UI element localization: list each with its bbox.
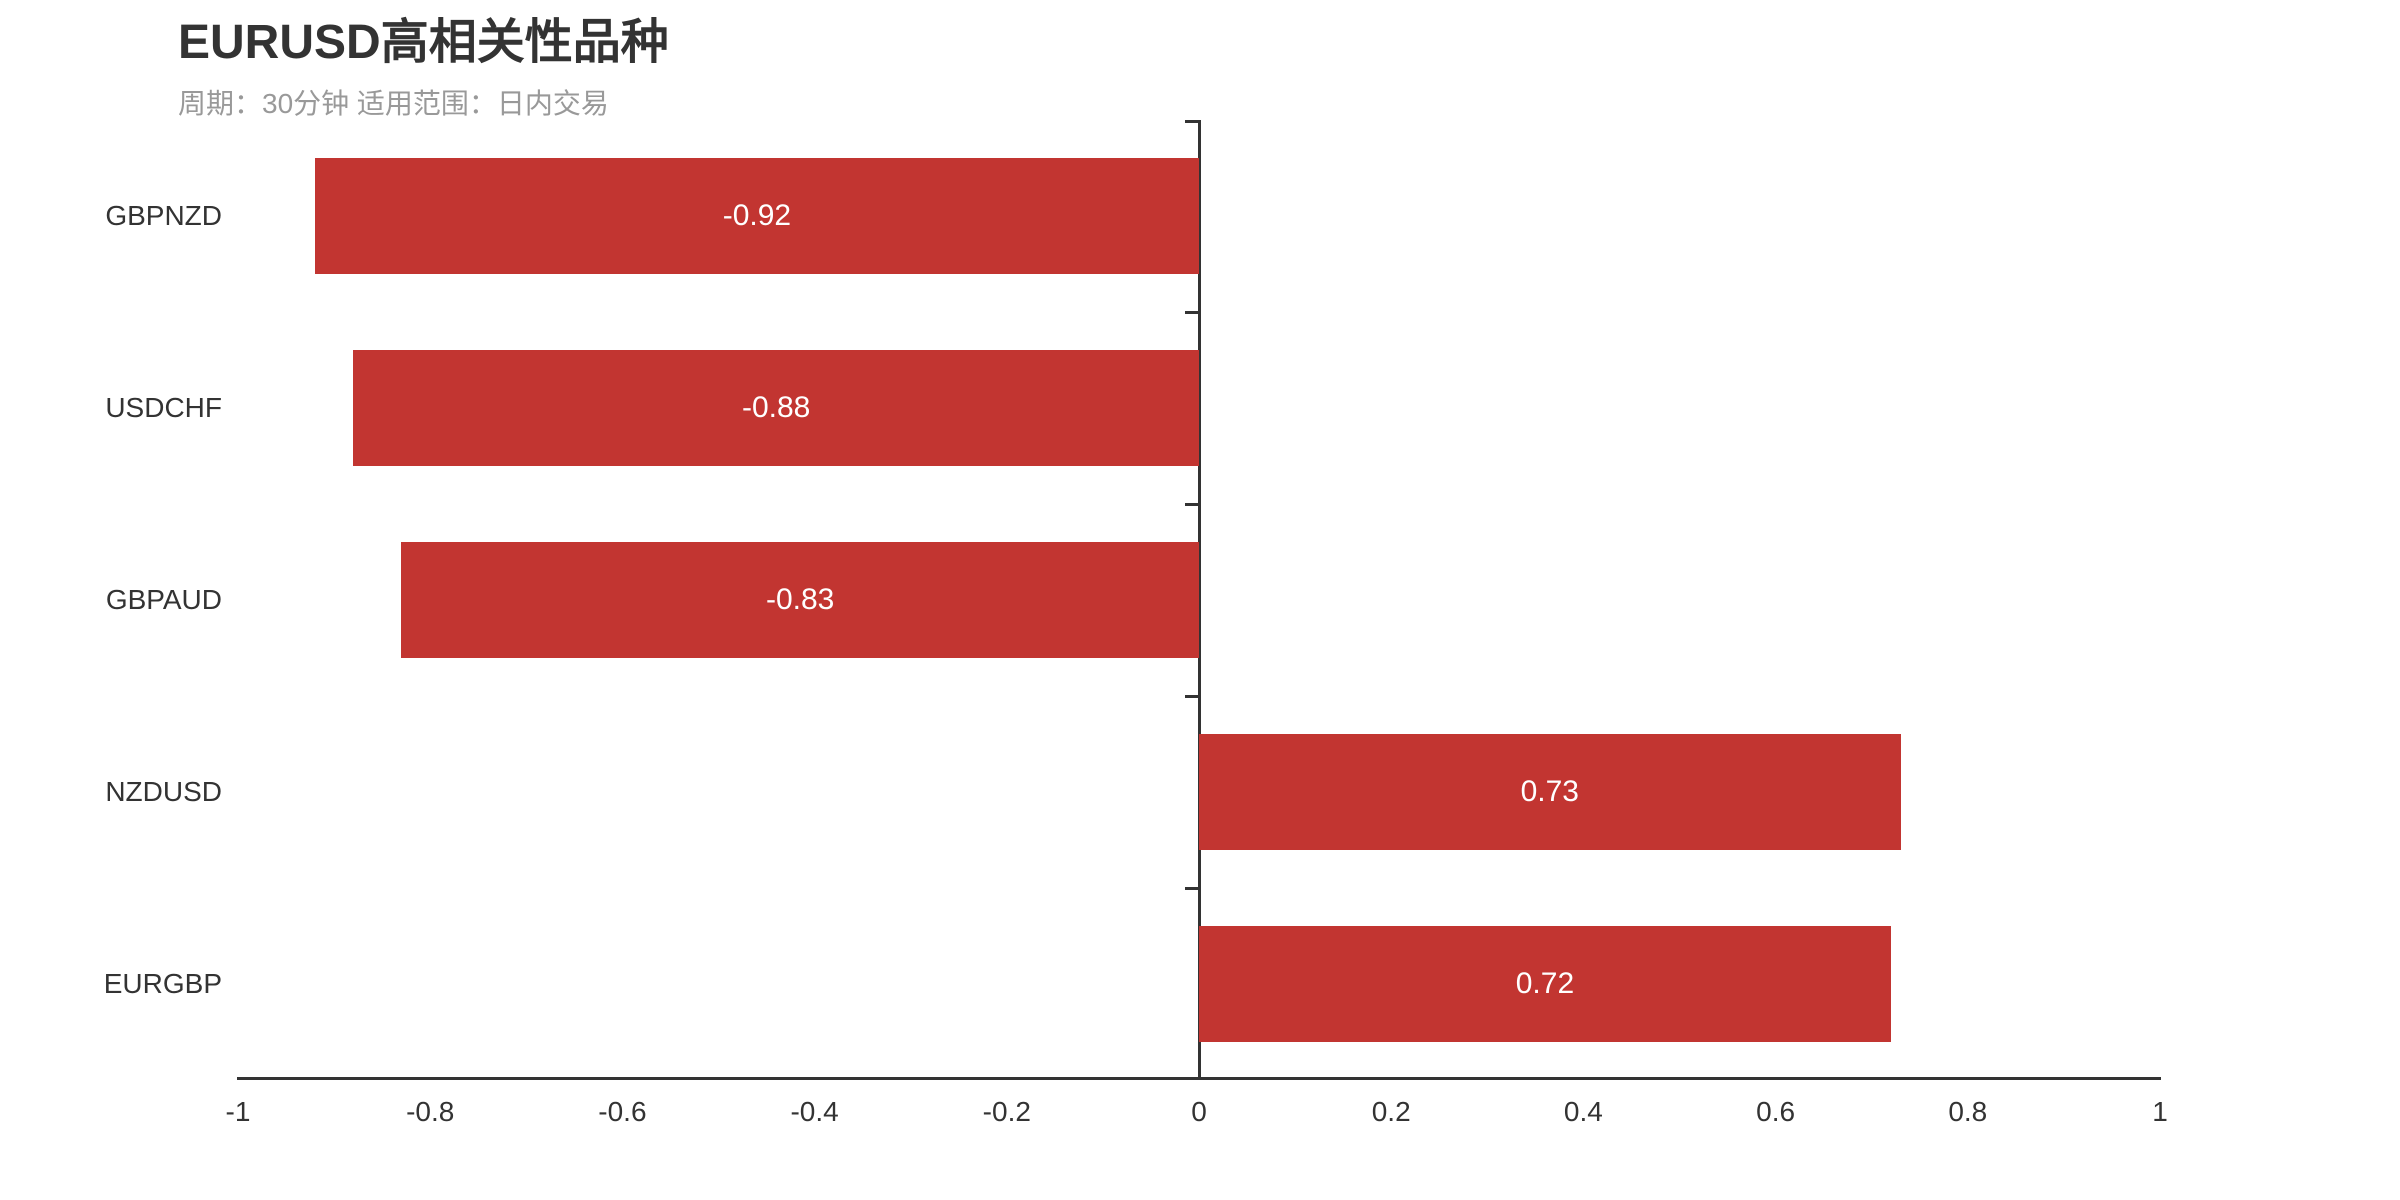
category-axis-tick: [1184, 694, 1198, 698]
bar-value-label: 0.72: [1515, 966, 1575, 1000]
plot-area: -0.92 -0.88 -0.83 0.73 0.72: [237, 120, 2161, 1080]
bar-value-label: -0.83: [765, 582, 835, 616]
chart-title: EURUSD高相关性品种: [178, 16, 669, 69]
y-axis-label-gbpnzd: GBPNZD: [105, 200, 222, 231]
bar-usdchf[interactable]: -0.88: [353, 350, 1199, 466]
x-axis-tick-label: 0: [1191, 1096, 1207, 1127]
x-axis-tick-label: -0.2: [982, 1096, 1031, 1127]
bar-value-label: -0.88: [741, 390, 811, 424]
x-axis-tick-label: 0.8: [1948, 1096, 1988, 1127]
x-axis-tick-label: -0.6: [598, 1096, 647, 1127]
bar-value-label: 0.73: [1520, 774, 1579, 808]
x-axis-tick-label: 0.2: [1371, 1096, 1411, 1127]
category-axis-tick: [1184, 886, 1198, 890]
zero-axis-line: [1197, 120, 1201, 1080]
x-axis-tick-label: 0.6: [1756, 1096, 1796, 1127]
x-axis-tick-label: -1: [225, 1096, 251, 1127]
bar-gbpnzd[interactable]: -0.92: [314, 158, 1199, 274]
y-axis-label-eurgbp: EURGBP: [103, 968, 222, 999]
bar-value-label: -0.92: [722, 198, 792, 232]
x-axis-tick-label: 0.4: [1563, 1096, 1603, 1127]
x-axis-tick-label: -0.8: [406, 1096, 455, 1127]
chart-subtitle: 周期：30分钟 适用范围：日内交易: [178, 88, 609, 119]
bar-nzdusd[interactable]: 0.73: [1199, 734, 1901, 850]
y-axis-label-usdchf: USDCHF: [105, 392, 222, 423]
y-axis-label-gbpaud: GBPAUD: [105, 584, 222, 615]
y-axis-label-nzdusd: NZDUSD: [105, 776, 222, 807]
x-axis-tick-label: 1: [2152, 1096, 2168, 1127]
bar-gbpaud[interactable]: -0.83: [401, 542, 1199, 658]
x-axis-tick-label: -0.4: [790, 1096, 839, 1127]
category-axis-tick: [1184, 502, 1198, 506]
category-axis-tick: [1184, 310, 1198, 314]
bar-eurgbp[interactable]: 0.72: [1199, 926, 1891, 1042]
category-axis-tick: [1184, 120, 1198, 123]
